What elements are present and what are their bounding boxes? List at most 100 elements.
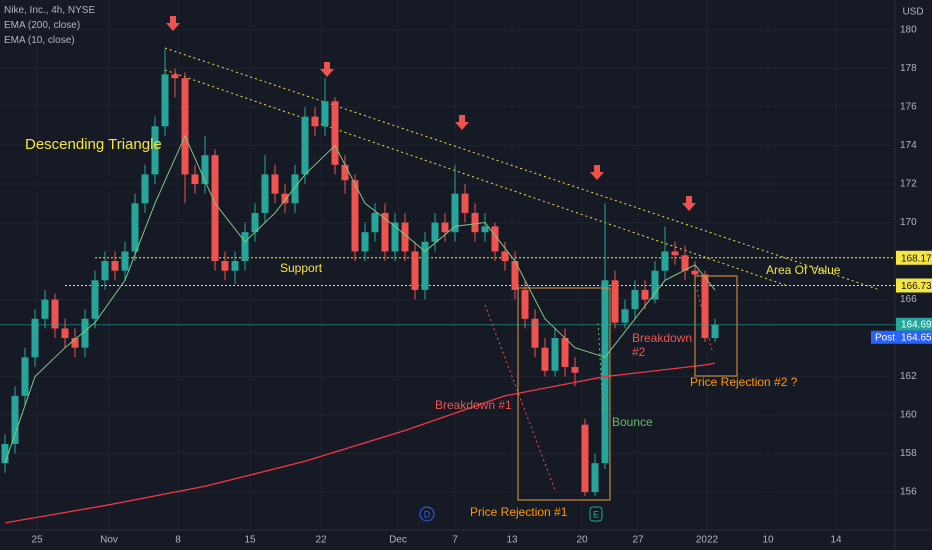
candle-body <box>211 155 219 262</box>
candle-body <box>181 78 189 175</box>
trend-line <box>164 47 881 291</box>
candle-body <box>21 357 29 396</box>
candle-body <box>351 180 359 252</box>
candle-body <box>711 324 719 339</box>
annotation: Price Rejection #2 ? <box>690 375 798 389</box>
price-tag <box>896 250 932 265</box>
candle-body <box>311 116 319 127</box>
candle-body <box>531 318 539 348</box>
ema-line <box>4 362 716 524</box>
candle-body <box>201 155 209 185</box>
candle-body <box>31 318 39 358</box>
x-tick-label: 14 <box>830 535 842 546</box>
dividend-icon[interactable] <box>419 506 435 522</box>
candle-body <box>661 251 669 271</box>
earnings-icon[interactable] <box>589 506 603 522</box>
y-tick-label: 176 <box>900 102 917 113</box>
ema-line <box>4 134 716 464</box>
arrow-down <box>682 196 696 211</box>
y-tick-label: 162 <box>900 371 917 382</box>
candle-body <box>471 212 479 233</box>
candle-body <box>501 251 509 262</box>
x-tick-label: 2022 <box>696 535 719 546</box>
x-tick-label: Dec <box>389 535 407 546</box>
candle-body <box>51 299 59 329</box>
plot-bg <box>0 0 895 530</box>
candle-body <box>231 261 239 271</box>
candle-body <box>291 174 299 204</box>
candle-body <box>1 443 9 464</box>
candle-body <box>341 164 349 181</box>
y-tick-label: 174 <box>900 140 917 151</box>
arrow-down <box>455 115 469 130</box>
candle-body <box>481 226 489 233</box>
candle-body <box>441 222 449 233</box>
candle-body <box>251 212 259 233</box>
candle-body <box>411 251 419 290</box>
candle-body <box>11 395 19 444</box>
arrow-path <box>696 289 713 351</box>
dividend-letter: D <box>424 509 431 519</box>
y-tick-label: 178 <box>900 63 917 74</box>
candle-body <box>91 280 99 319</box>
candle-body <box>671 251 679 256</box>
candle-body <box>681 255 689 271</box>
candle-body <box>71 338 79 348</box>
candle-body <box>191 174 199 185</box>
candle-body <box>421 241 429 290</box>
annotation: Bounce <box>612 415 653 429</box>
annotation: Support <box>280 261 323 275</box>
x-tick-label: 25 <box>31 535 43 546</box>
candle-body <box>321 101 329 127</box>
candle-body <box>431 222 439 242</box>
price-tag-label: 164.69 <box>901 319 932 330</box>
candle-body <box>521 289 529 319</box>
candle-body <box>151 126 159 175</box>
price-tag-label: 166.73 <box>901 281 932 292</box>
annotation: Breakdown #1 <box>435 398 512 412</box>
candle-body <box>61 328 69 339</box>
candle-body <box>41 299 49 319</box>
candle-body <box>491 226 499 252</box>
x-tick-label: 27 <box>632 535 644 546</box>
candle-body <box>691 270 699 275</box>
candle-body <box>611 280 619 323</box>
x-tick-label: 15 <box>244 535 256 546</box>
price-tag-label: 168.17 <box>901 253 932 264</box>
candle-body <box>541 347 549 371</box>
arrow-down <box>166 16 180 31</box>
candle-body <box>361 232 369 252</box>
candle-body <box>601 280 609 464</box>
candle-body <box>651 270 659 300</box>
candle-body <box>261 174 269 213</box>
candle-body <box>591 463 599 493</box>
candle-body <box>641 289 649 300</box>
candle-body <box>401 222 409 252</box>
y-tick-label: 158 <box>900 448 917 459</box>
candle-body <box>281 193 289 204</box>
candle-body <box>171 74 179 79</box>
arrow-down <box>320 62 334 77</box>
price-tag <box>896 278 932 293</box>
post-tag-label: Post <box>875 332 895 343</box>
post-tag-value: 164.65 <box>901 332 932 343</box>
candle-body <box>221 261 229 271</box>
legend-entry: EMA (10, close) <box>4 35 75 46</box>
candle-body <box>551 338 559 371</box>
x-tick-label: 20 <box>576 535 588 546</box>
candle-body <box>701 274 709 339</box>
candle-body <box>101 261 109 281</box>
price-tag <box>896 317 932 331</box>
candle-body <box>461 193 469 213</box>
legend-title: Nike, Inc., 4h, NYSE <box>4 5 96 16</box>
rejection-box <box>694 275 738 377</box>
x-tick-label: 13 <box>506 535 518 546</box>
y-tick-label: 172 <box>900 179 917 190</box>
y-tick-label: 166 <box>900 294 917 305</box>
y-tick-label: 170 <box>900 217 917 228</box>
post-tag <box>871 330 932 344</box>
currency: USD <box>902 7 923 18</box>
legend-entry: EMA (200, close) <box>4 20 81 31</box>
candle-body <box>561 338 569 367</box>
annotation: Area Of Value <box>766 263 841 277</box>
